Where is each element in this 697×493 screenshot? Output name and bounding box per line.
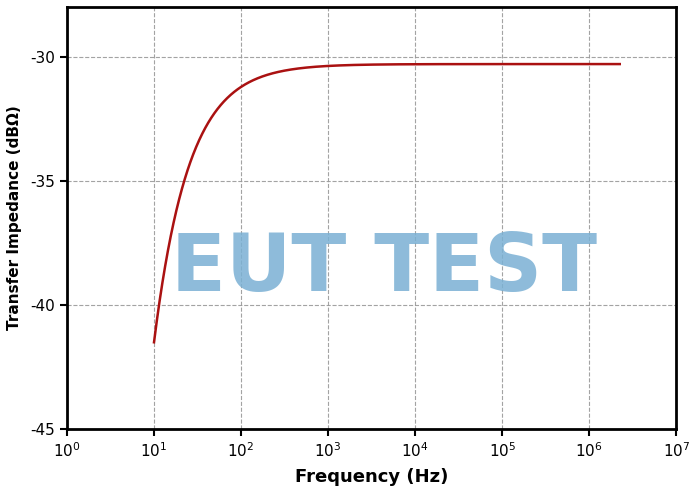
X-axis label: Frequency (Hz): Frequency (Hz) [295,468,448,486]
Y-axis label: Transfer Impedance (dBΩ): Transfer Impedance (dBΩ) [7,106,22,330]
Text: EUT TEST: EUT TEST [171,230,597,308]
